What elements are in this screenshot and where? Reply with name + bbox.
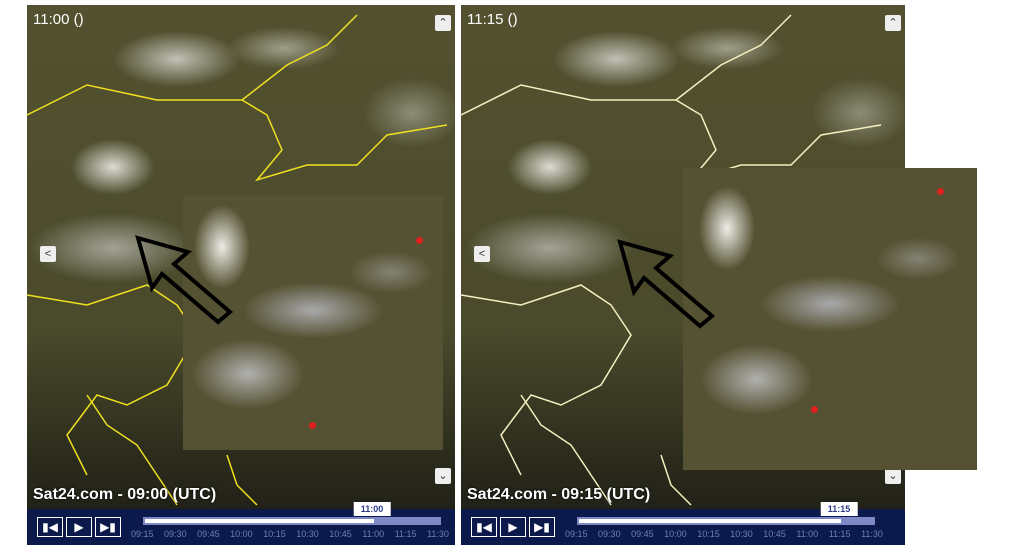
chevron-left-icon[interactable]: < — [40, 246, 56, 262]
skip-back-icon[interactable]: ▮◀ — [471, 517, 497, 537]
city-marker — [309, 422, 316, 429]
timeline-tick[interactable]: 11:30 — [427, 529, 449, 539]
current-time-bubble: 11:15 — [820, 502, 858, 516]
city-marker — [811, 406, 818, 413]
timeline-ticks: 09:15 09:30 09:45 10:00 10:15 10:30 10:45 11:00… — [131, 529, 449, 539]
timeline-tick[interactable]: 10:00 — [664, 529, 687, 539]
timeline-tick[interactable]: 11:15 — [394, 529, 417, 539]
chevron-left-icon[interactable]: < — [474, 246, 490, 262]
playback-controls: ▮◀ ▶ ▶▮ 11:00 09:15 09:30 09:45 10:00 10:15 1… — [27, 502, 455, 545]
play-icon[interactable]: ▶ — [66, 517, 92, 537]
zoom-inset-left — [183, 196, 443, 450]
timeline-tick[interactable]: 11:30 — [861, 529, 883, 539]
timeline-tick[interactable]: 10:15 — [263, 529, 286, 539]
timeline-tick[interactable]: 11:00 — [362, 529, 385, 539]
timeline-tick[interactable]: 09:15 — [131, 529, 154, 539]
timeline-tick[interactable]: 09:30 — [598, 529, 621, 539]
chevron-down-icon[interactable]: ⌄ — [885, 468, 901, 484]
chevron-up-icon[interactable]: ⌃ — [885, 15, 901, 31]
chevron-up-icon[interactable]: ⌃ — [435, 15, 451, 31]
timeline-progress — [579, 519, 841, 523]
arrow-annotation-right — [617, 239, 716, 329]
timeline-tick[interactable]: 09:45 — [197, 529, 220, 539]
skip-forward-icon[interactable]: ▶▮ — [529, 517, 555, 537]
timeline-tick[interactable]: 09:15 — [565, 529, 588, 539]
skip-forward-icon[interactable]: ▶▮ — [95, 517, 121, 537]
frame-time-label: 11:00 () — [33, 11, 84, 28]
timeline-tick[interactable]: 10:30 — [730, 529, 753, 539]
source-timestamp: Sat24.com - 09:15 (UTC) — [467, 486, 651, 503]
timeline-progress — [145, 519, 374, 523]
timeline-tick[interactable]: 10:45 — [763, 529, 786, 539]
timeline-tick[interactable]: 11:00 — [796, 529, 819, 539]
play-icon[interactable]: ▶ — [500, 517, 526, 537]
timeline-slider[interactable]: 11:00 — [143, 502, 441, 525]
timeline-tick[interactable]: 10:00 — [230, 529, 253, 539]
timeline-tick[interactable]: 10:15 — [697, 529, 720, 539]
zoom-inset-right — [683, 168, 977, 470]
city-marker — [416, 237, 423, 244]
current-time-bubble: 11:00 — [353, 502, 391, 516]
timeline-ticks: 09:15 09:30 09:45 10:00 10:15 10:30 10:45 11:00… — [565, 529, 883, 539]
country-borders — [27, 14, 448, 506]
timeline-tick[interactable]: 11:15 — [828, 529, 851, 539]
skip-back-icon[interactable]: ▮◀ — [37, 517, 63, 537]
timeline-tick[interactable]: 09:30 — [164, 529, 187, 539]
timeline-tick[interactable]: 10:30 — [296, 529, 319, 539]
arrow-annotation-left — [135, 235, 234, 325]
playback-controls: ▮◀ ▶ ▶▮ 11:15 09:15 09:30 09:45 10:00 10:15 1… — [461, 502, 905, 545]
frame-time-label: 11:15 () — [467, 11, 518, 28]
city-marker — [937, 188, 944, 195]
timeline-tick[interactable]: 09:45 — [631, 529, 654, 539]
timeline-slider[interactable]: 11:15 — [577, 502, 875, 525]
source-timestamp: Sat24.com - 09:00 (UTC) — [33, 486, 217, 503]
chevron-down-icon[interactable]: ⌄ — [435, 468, 451, 484]
timeline-tick[interactable]: 10:45 — [329, 529, 352, 539]
country-borders — [461, 14, 882, 506]
